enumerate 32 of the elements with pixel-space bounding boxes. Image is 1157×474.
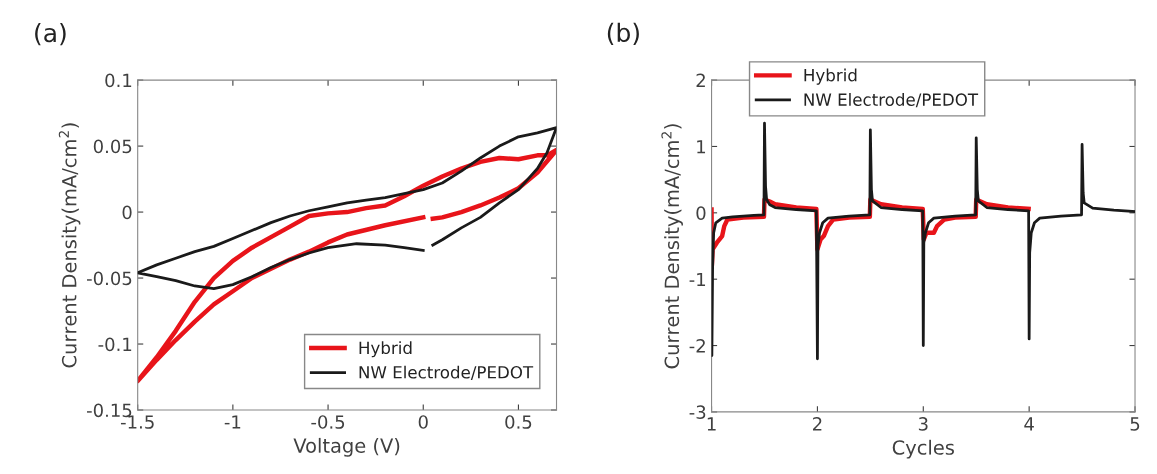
y-tick-label: 1 [697, 140, 706, 154]
y-tick-label: 0.1 [105, 73, 132, 88]
y-tick-label: 0 [122, 205, 132, 220]
y-tick-label: 2 [696, 73, 705, 87]
y-tick-label: -0.1 [98, 337, 132, 352]
x-axis-title: Voltage (V) [293, 437, 400, 457]
legend-label: NW Electrode/PEDOT [359, 365, 534, 380]
line-series [711, 121, 1136, 361]
y-tick-label: -0.05 [86, 271, 132, 286]
y-tick-label: -1 [689, 272, 706, 287]
x-tick-label: 0.5 [505, 415, 532, 429]
x-tick-label: 5 [1130, 417, 1140, 431]
x-tick-label: 2 [813, 417, 822, 431]
x-tick-label: 0 [418, 415, 428, 429]
line-series [137, 126, 557, 290]
x-tick-label: -0.5 [311, 415, 345, 429]
x-tick-label: 1 [707, 417, 716, 431]
y-tick-label: -3 [689, 405, 706, 420]
y-axis-title: Current Density(mA/cm$^{2}$) [661, 124, 683, 369]
chart-title: (a) [35, 22, 66, 46]
legend-label: NW Electrode/PEDOT [804, 93, 979, 108]
x-tick-label: 3 [918, 417, 928, 431]
chart-title: (b) [607, 22, 639, 46]
legend-label: Hybrid [359, 341, 412, 358]
x-tick-label: 4 [1024, 417, 1034, 431]
y-tick-label: 0 [696, 206, 706, 220]
y-tick-label: -2 [689, 339, 705, 353]
y-tick-label: 0.05 [93, 139, 132, 154]
legend-label: Hybrid [804, 68, 857, 85]
y-axis-title: Current Density(mA/cm$^{2}$) [58, 123, 81, 368]
x-tick-label: -1 [224, 415, 241, 429]
x-axis-title: Cycles [892, 439, 954, 459]
